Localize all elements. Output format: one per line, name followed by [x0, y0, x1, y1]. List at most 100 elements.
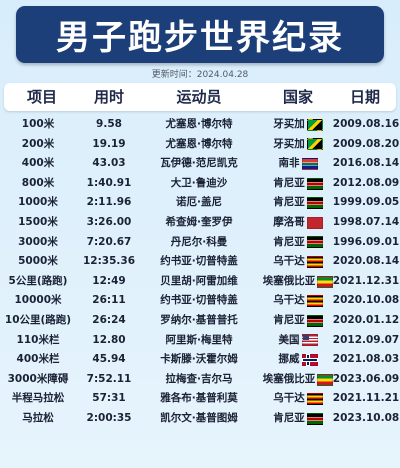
country-group: 牙买加: [273, 115, 323, 135]
cell-country: 肯尼亚: [258, 311, 338, 331]
table-header: 项目 用时 运动员 国家 日期: [4, 83, 396, 111]
cell-date: 2023.06.09: [332, 372, 400, 385]
table-row: 半程马拉松 57:31 雅各布·基普利莫 乌干达 2021.11.21: [0, 389, 400, 409]
cell-time: 7:52.11: [86, 372, 132, 385]
cell-country: 挪威: [258, 350, 338, 370]
cell-country: 乌干达: [258, 291, 338, 311]
cell-event: 10000米: [14, 294, 62, 307]
cell-event: 200米: [21, 137, 55, 150]
country-group: 挪威: [279, 350, 318, 370]
country-name: 乌干达: [273, 392, 305, 405]
cell-event: 400米栏: [16, 353, 60, 366]
cell-athlete: 诺厄·盖尼: [176, 196, 222, 209]
cell-country: 埃塞俄比亚: [258, 370, 338, 390]
cell-athlete: 约书亚·切普特盖: [160, 255, 238, 268]
cell-athlete: 约书亚·切普特盖: [160, 294, 238, 307]
cell-athlete: 罗纳尔·基普普托: [160, 313, 238, 326]
cell-event: 800米: [21, 176, 55, 189]
country-group: 美国: [279, 331, 318, 351]
table-row: 110米栏 12.80 阿里斯·梅里特 美国 2012.09.07: [0, 331, 400, 351]
cell-athlete: 雅各布·基普利莫: [160, 392, 238, 405]
country-name: 美国: [278, 333, 300, 346]
cell-athlete: 拉梅查·吉尔马: [165, 372, 233, 385]
table-row: 100米 9.58 尤塞恩·博尔特 牙买加 2009.08.16: [0, 115, 400, 135]
table-row: 5000米 12:35.36 约书亚·切普特盖 乌干达 2020.08.14: [0, 252, 400, 272]
south-africa-flag: [301, 157, 318, 170]
country-group: 埃塞俄比亚: [263, 370, 334, 390]
country-name: 乌干达: [273, 255, 305, 268]
update-time: 更新时间：2024.04.28: [0, 67, 400, 80]
cell-time: 12:35.36: [82, 255, 136, 268]
cell-event: 3000米障碍: [7, 372, 69, 385]
cell-country: 肯尼亚: [258, 193, 338, 213]
cell-date: 2020.10.08: [332, 294, 400, 307]
cell-date: 1999.09.05: [332, 196, 400, 209]
usa-flag: [301, 334, 318, 347]
cell-time: 12:49: [92, 274, 126, 287]
cell-event: 110米栏: [16, 333, 60, 346]
country-name: 乌干达: [273, 294, 305, 307]
country-group: 南非: [279, 154, 318, 174]
cell-time: 43.03: [92, 157, 126, 170]
cell-country: 乌干达: [258, 389, 338, 409]
header-country: 国家: [282, 88, 313, 106]
country-group: 埃塞俄比亚: [263, 272, 334, 292]
country-name: 肯尼亚: [273, 235, 305, 248]
cell-athlete: 瓦伊德·范尼凯克: [160, 157, 238, 170]
kenya-flag: [306, 314, 323, 327]
table-row: 10公里(路跑) 26:24 罗纳尔·基普普托 肯尼亚 2020.01.12: [0, 311, 400, 331]
norway-flag: [301, 353, 318, 366]
cell-country: 埃塞俄比亚: [258, 272, 338, 292]
cell-athlete: 大卫·鲁迪沙: [170, 176, 228, 189]
table-row: 1000米 2:11.96 诺厄·盖尼 肯尼亚 1999.09.05: [0, 193, 400, 213]
cell-event: 马拉松: [22, 411, 54, 424]
country-name: 肯尼亚: [273, 176, 305, 189]
uganda-flag: [306, 393, 323, 406]
cell-athlete: 贝里胡·阿雷加维: [160, 274, 238, 287]
country-group: 摩洛哥: [273, 213, 323, 233]
update-label: 更新时间：: [151, 70, 197, 80]
cell-date: 2021.11.21: [332, 392, 400, 405]
country-group: 乌干达: [273, 252, 323, 272]
country-group: 肯尼亚: [273, 174, 323, 194]
cell-time: 7:20.67: [86, 235, 132, 248]
title-banner: 男子跑步世界纪录: [16, 6, 384, 63]
header-athlete: 运动员: [176, 88, 222, 106]
cell-country: 肯尼亚: [258, 233, 338, 253]
cell-time: 2:11.96: [86, 196, 132, 209]
country-name: 肯尼亚: [273, 411, 305, 424]
cell-athlete: 希查姆·奎罗伊: [165, 215, 233, 228]
cell-athlete: 尤塞恩·博尔特: [165, 118, 233, 130]
cell-event: 半程马拉松: [11, 392, 65, 405]
country-name: 南非: [278, 157, 300, 170]
country-name: 牙买加: [273, 118, 305, 130]
country-name: 肯尼亚: [273, 313, 305, 326]
table-row: 400米 43.03 瓦伊德·范尼凯克 南非 2016.08.14: [0, 154, 400, 174]
cell-date: 2009.08.20: [332, 137, 400, 150]
cell-athlete: 卡斯滕·沃霍尔姆: [160, 353, 238, 366]
cell-event: 100米: [21, 118, 55, 130]
country-name: 挪威: [278, 353, 300, 366]
country-group: 肯尼亚: [273, 409, 323, 429]
cell-country: 牙买加: [258, 115, 338, 135]
cell-country: 美国: [258, 331, 338, 351]
country-group: 肯尼亚: [273, 311, 323, 331]
table-row: 马拉松 2:00:35 凯尔文·基普图姆 肯尼亚 2023.10.08: [0, 409, 400, 429]
morocco-flag: [306, 216, 323, 229]
cell-event: 3000米: [18, 235, 58, 248]
cell-time: 2:00:35: [86, 411, 132, 424]
country-group: 牙买加: [273, 135, 323, 155]
cell-country: 乌干达: [258, 252, 338, 272]
table-row: 400米栏 45.94 卡斯滕·沃霍尔姆 挪威 2021.08.03: [0, 350, 400, 370]
cell-time: 26:11: [92, 294, 126, 307]
cell-event: 1500米: [18, 215, 58, 228]
cell-country: 南非: [258, 154, 338, 174]
records-table: 100米 9.58 尤塞恩·博尔特 牙买加 2009.08.16 200米 19.19 尤塞恩…: [0, 115, 400, 429]
header-time: 用时: [93, 88, 124, 106]
country-group: 乌干达: [273, 389, 323, 409]
uganda-flag: [306, 255, 323, 268]
cell-date: 2012.09.07: [332, 333, 400, 346]
cell-athlete: 尤塞恩·博尔特: [165, 137, 233, 150]
table-row: 3000米障碍 7:52.11 拉梅查·吉尔马 埃塞俄比亚 2023.06.09: [0, 370, 400, 390]
